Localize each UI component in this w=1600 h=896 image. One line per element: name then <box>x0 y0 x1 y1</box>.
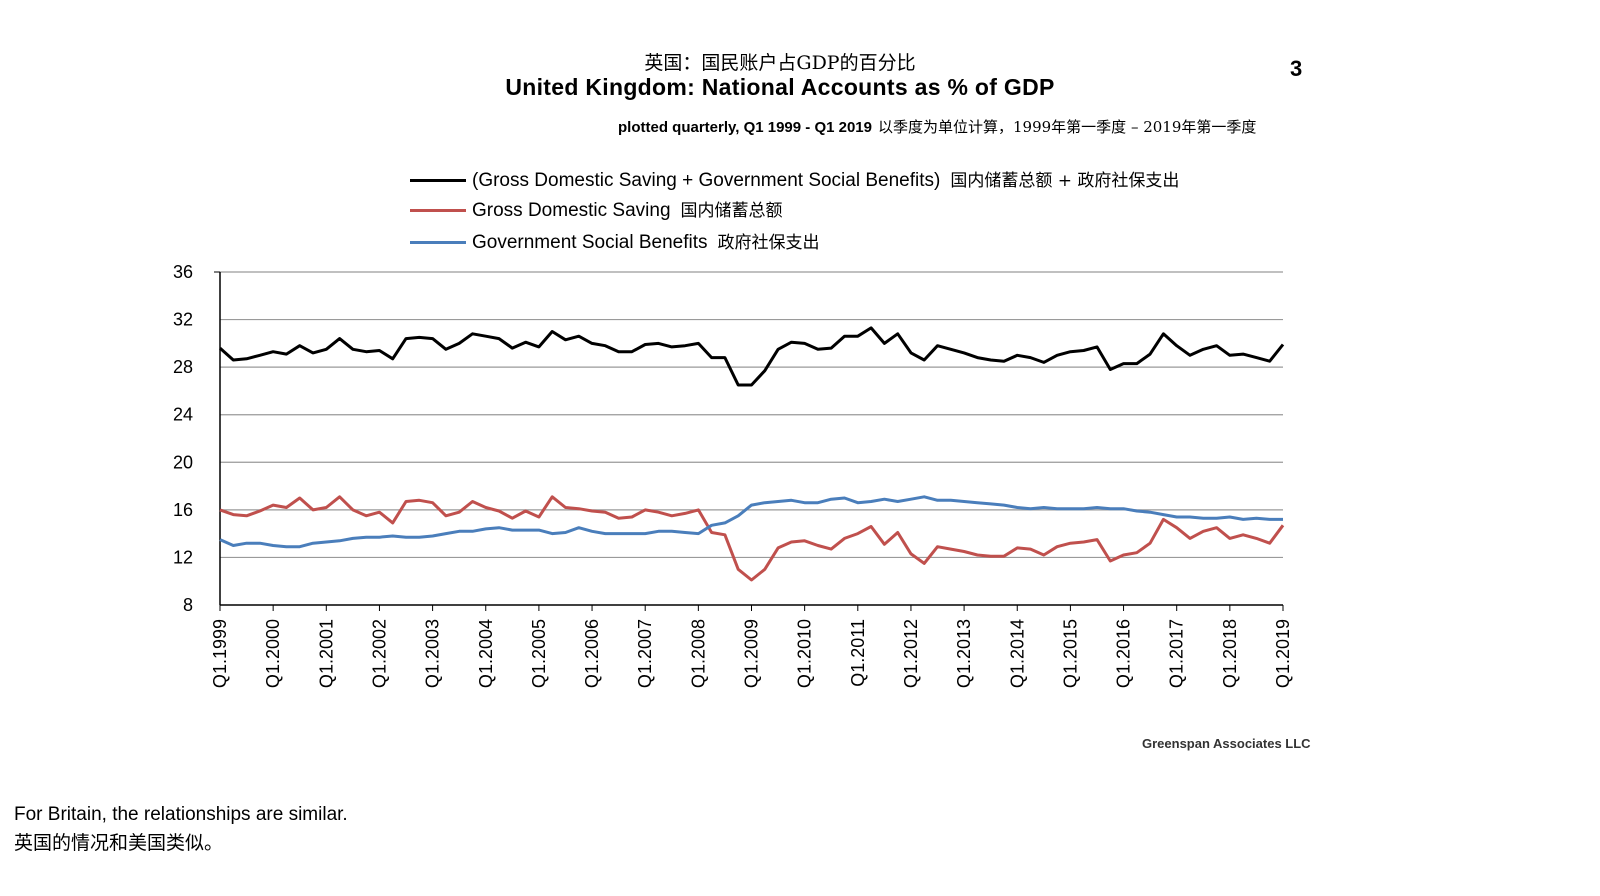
legend-label-total-zh: 国内储蓄总额 + 政府社保支出 <box>950 171 1180 191</box>
x-tick-label: Q1.2009 <box>742 619 762 688</box>
x-tick-label: Q1.2017 <box>1167 619 1187 688</box>
footer-note-en: For Britain, the relationships are simil… <box>14 804 348 825</box>
source-credit: Greenspan Associates LLC <box>1142 736 1311 751</box>
subtitle-zh: 以季度为单位计算，1999年第一季度 – 2019年第一季度 <box>878 118 1257 136</box>
x-tick-label: Q1.2016 <box>1114 619 1134 688</box>
x-tick-label: Q1.2019 <box>1273 619 1293 688</box>
x-tick-label: Q1.2015 <box>1060 619 1080 688</box>
x-tick-label: Q1.2002 <box>369 619 389 688</box>
y-tick-label: 8 <box>183 595 193 615</box>
x-tick-label: Q1.2005 <box>529 619 549 688</box>
x-tick-label: Q1.2012 <box>901 619 921 688</box>
y-tick-label: 28 <box>173 357 193 377</box>
chart-subtitle: plotted quarterly, Q1 1999 - Q1 2019 以季度为… <box>618 116 1256 137</box>
y-tick-label: 24 <box>173 405 193 425</box>
series-line-total <box>218 326 1285 387</box>
page-number: 3 <box>1290 56 1303 81</box>
x-tick-label: Q1.2013 <box>954 619 974 688</box>
x-tick-label: Q1.2011 <box>848 619 868 687</box>
legend-label-total: (Gross Domestic Saving + Government Soci… <box>472 170 941 191</box>
x-tick-label: Q1.1999 <box>210 619 230 688</box>
legend-swatch-saving <box>410 209 466 213</box>
subtitle-en: plotted quarterly, Q1 1999 - Q1 2019 <box>618 119 872 136</box>
x-tick-label: Q1.2007 <box>635 619 655 688</box>
legend-item-saving: Gross Domestic Saving 国内储蓄总额 <box>410 196 783 222</box>
x-tick-label: Q1.2010 <box>795 619 815 688</box>
x-tick-label: Q1.2018 <box>1220 619 1240 688</box>
x-tick-label: Q1.2014 <box>1007 619 1027 688</box>
y-tick-label: 16 <box>173 500 193 520</box>
x-tick-label: Q1.2008 <box>688 619 708 688</box>
legend-label-saving: Gross Domestic Saving <box>472 200 671 221</box>
x-tick-label: Q1.2000 <box>263 619 283 688</box>
legend-label-benefits-zh: 政府社保支出 <box>717 233 820 253</box>
legend-label-benefits: Government Social Benefits <box>472 232 708 253</box>
y-tick-label: 20 <box>173 452 193 472</box>
legend-label-saving-zh: 国内储蓄总额 <box>680 201 783 221</box>
series-line-government-social-benefits <box>219 495 1283 549</box>
legend-swatch-total <box>410 179 466 183</box>
footer-note-zh: 英国的情况和美国类似。 <box>14 832 224 854</box>
x-tick-label: Q1.2006 <box>582 619 602 688</box>
x-tick-label: Q1.2004 <box>476 619 496 688</box>
chart-title-zh: 英国：国民账户占GDP的百分比 <box>644 52 916 74</box>
x-tick-label: Q1.2003 <box>423 619 443 688</box>
legend-item-benefits: Government Social Benefits 政府社保支出 <box>410 228 820 254</box>
y-tick-label: 36 <box>173 262 193 282</box>
series-line-gross-domestic-saving <box>219 495 1285 582</box>
y-tick-label: 12 <box>173 547 193 567</box>
y-tick-label: 32 <box>173 310 193 330</box>
chart-title: United Kingdom: National Accounts as % o… <box>505 74 1055 100</box>
legend-swatch-benefits <box>410 241 466 245</box>
legend-item-total: (Gross Domestic Saving + Government Soci… <box>410 166 1179 192</box>
x-tick-label: Q1.2001 <box>316 619 336 688</box>
